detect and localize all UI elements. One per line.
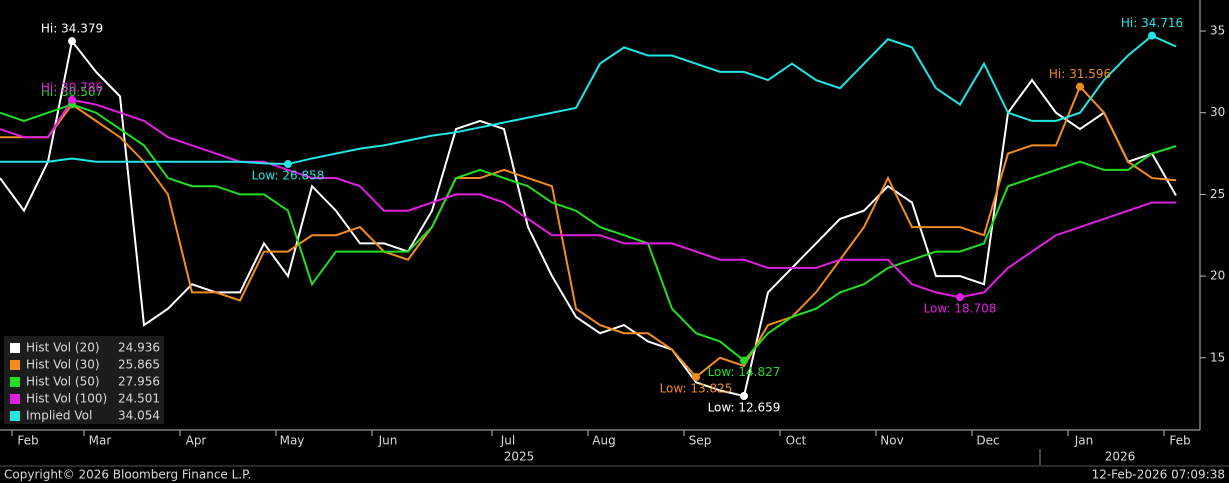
legend-label: Hist Vol (20): [26, 341, 100, 355]
legend-swatch: [10, 411, 20, 421]
legend-label: Hist Vol (30): [26, 358, 100, 372]
x-tick-label: Feb: [17, 434, 38, 448]
y-tick-label: 20: [1210, 269, 1225, 283]
x-tick-label: Sep: [689, 434, 712, 448]
y-tick-label: 15: [1210, 350, 1225, 364]
extreme-label: Low: 13.825: [660, 381, 733, 395]
legend-label: Implied Vol: [26, 409, 92, 423]
extreme-point: [956, 293, 964, 302]
x-tick-label: Jun: [378, 434, 398, 448]
x-tick-label: Oct: [786, 434, 807, 448]
extreme-point: [740, 391, 748, 400]
x-tick-label: Mar: [89, 434, 112, 448]
extreme-point: [740, 356, 748, 365]
extreme-point: [692, 372, 700, 381]
footer-left: Copyright© 2026 Bloomberg Finance L.P.: [4, 468, 251, 482]
y-tick-label: 35: [1210, 24, 1225, 38]
legend-swatch: [10, 394, 20, 404]
x-tick-label: Apr: [186, 434, 207, 448]
series-line: [0, 84, 1177, 379]
x-tick-label: Nov: [880, 434, 903, 448]
x-tick-label: Aug: [592, 434, 615, 448]
x-tick-label: Jul: [500, 434, 515, 448]
series-line: [0, 103, 1177, 362]
extreme-label: Hi: 30.786: [41, 80, 103, 94]
extreme-label: Low: 14.827: [708, 365, 781, 379]
extreme-label: Low: 12.659: [708, 400, 781, 414]
extreme-label: Hi: 31.596: [1049, 67, 1111, 81]
x-tick-label: Jan: [1074, 434, 1094, 448]
legend-label: Hist Vol (50): [26, 375, 100, 389]
x-tick-label: May: [280, 434, 305, 448]
extreme-point: [68, 95, 76, 104]
extreme-label: Hi: 34.716: [1121, 16, 1183, 30]
extreme-point: [1076, 82, 1084, 91]
legend-value: 34.054: [118, 409, 160, 423]
extreme-point: [68, 37, 76, 46]
legend-box: [4, 336, 164, 424]
x-tick-label: Feb: [1169, 434, 1190, 448]
series-line: [0, 34, 1177, 166]
footer-right: 12-Feb-2026 07:09:38: [1092, 468, 1225, 482]
y-tick-label: 30: [1210, 105, 1225, 119]
legend-swatch: [10, 360, 20, 370]
legend-value: 25.865: [118, 358, 160, 372]
legend-swatch: [10, 377, 20, 387]
extreme-label: Hi: 30.507: [41, 85, 103, 99]
year-label: 2025: [504, 450, 535, 464]
legend-label: Hist Vol (100): [26, 392, 107, 406]
y-tick-label: 25: [1210, 187, 1225, 201]
legend-value: 24.501: [118, 392, 160, 406]
extreme-point: [284, 160, 292, 169]
series-line: [0, 38, 1177, 398]
legend-swatch: [10, 343, 20, 353]
series-line: [0, 98, 1177, 299]
extreme-label: Low: 18.708: [924, 302, 997, 316]
year-label: 2026: [1105, 450, 1136, 464]
legend-value: 24.936: [118, 341, 160, 355]
legend-value: 27.956: [118, 375, 160, 389]
extreme-point: [1148, 31, 1156, 40]
x-tick-label: Dec: [976, 434, 999, 448]
extreme-label: Hi: 34.379: [41, 22, 103, 36]
extreme-label: Low: 26.858: [252, 169, 325, 183]
